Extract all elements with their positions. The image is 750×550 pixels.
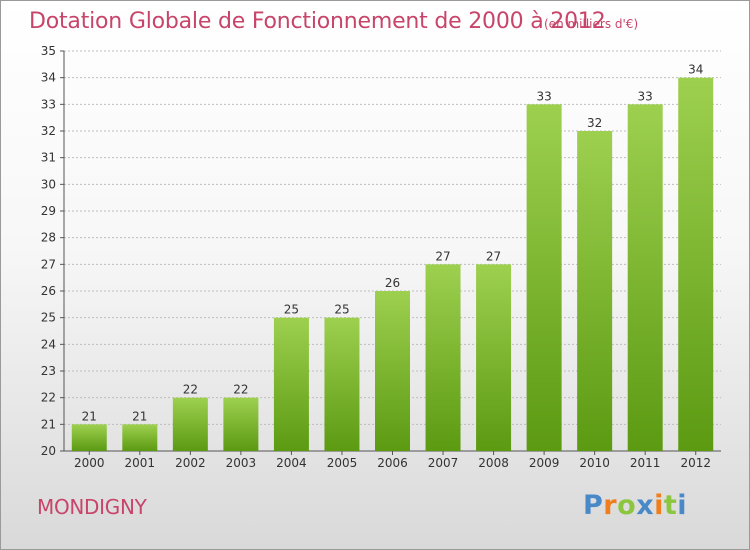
data-label: 34 bbox=[688, 63, 703, 77]
y-tick-label: 24 bbox=[41, 337, 56, 351]
bar bbox=[375, 291, 410, 451]
y-tick-label: 25 bbox=[41, 311, 56, 325]
bar bbox=[122, 424, 158, 451]
logo-letter: i bbox=[654, 490, 664, 521]
proxiti-logo: Proxiti bbox=[583, 490, 687, 521]
x-tick-label: 2007 bbox=[428, 456, 459, 470]
bars bbox=[71, 77, 714, 452]
bar bbox=[71, 424, 107, 451]
bar bbox=[172, 397, 208, 451]
data-label: 33 bbox=[638, 89, 653, 103]
bar bbox=[526, 104, 562, 451]
x-tick-label: 2011 bbox=[630, 456, 661, 470]
y-tick-label: 35 bbox=[41, 44, 56, 58]
chart-unit-note: (en milliers d'€) bbox=[544, 17, 639, 31]
data-label: 21 bbox=[82, 409, 97, 423]
logo-letter: x bbox=[636, 490, 655, 521]
x-tick-label: 2005 bbox=[327, 456, 358, 470]
logo-letter: r bbox=[603, 490, 618, 521]
data-label: 26 bbox=[385, 276, 400, 290]
bar bbox=[273, 317, 309, 451]
x-tick-label: 2009 bbox=[529, 456, 560, 470]
x-tick-label: 2004 bbox=[276, 456, 307, 470]
y-tick-label: 23 bbox=[41, 364, 56, 378]
x-tick-label: 2000 bbox=[74, 456, 105, 470]
y-tick-label: 32 bbox=[41, 124, 56, 138]
logo-letter: i bbox=[677, 490, 688, 521]
bar bbox=[678, 77, 714, 452]
commune-name: MONDIGNY bbox=[37, 495, 147, 519]
data-label: 22 bbox=[233, 383, 248, 397]
labels: 20 21 22 23 24 25 26 27 28 29 30 31 32 33 34 35 2000 21 20… bbox=[41, 44, 711, 470]
data-label: 25 bbox=[284, 303, 299, 317]
y-tick-label: 31 bbox=[41, 151, 56, 165]
y-tick-label: 29 bbox=[41, 204, 56, 218]
bar bbox=[577, 131, 613, 451]
bar bbox=[324, 317, 360, 451]
x-tick-label: 2006 bbox=[377, 456, 408, 470]
y-tick-label: 22 bbox=[41, 391, 56, 405]
data-label: 27 bbox=[486, 249, 501, 263]
bar bbox=[476, 264, 512, 451]
logo-letter: t bbox=[663, 490, 678, 521]
y-tick-label: 30 bbox=[41, 177, 56, 191]
y-tick-label: 34 bbox=[41, 71, 56, 85]
y-tick-label: 26 bbox=[41, 284, 56, 298]
data-label: 25 bbox=[334, 303, 349, 317]
y-tick-label: 28 bbox=[41, 231, 56, 245]
data-label: 27 bbox=[435, 249, 450, 263]
x-tick-label: 2003 bbox=[226, 456, 257, 470]
data-label: 32 bbox=[587, 116, 602, 130]
logo-letter: P bbox=[583, 490, 604, 521]
data-label: 33 bbox=[536, 89, 551, 103]
bar bbox=[627, 104, 663, 451]
y-tick-label: 20 bbox=[41, 444, 56, 458]
bar bbox=[223, 397, 259, 451]
y-tick-label: 27 bbox=[41, 257, 56, 271]
x-tick-label: 2008 bbox=[478, 456, 509, 470]
y-tick-label: 33 bbox=[41, 97, 56, 111]
x-tick-label: 2001 bbox=[125, 456, 156, 470]
y-tick-label: 21 bbox=[41, 417, 56, 431]
data-label: 22 bbox=[183, 383, 198, 397]
x-tick-label: 2002 bbox=[175, 456, 206, 470]
logo-letter: o bbox=[617, 490, 637, 521]
chart-title: Dotation Globale de Fonctionnement de 20… bbox=[29, 9, 606, 34]
data-label: 21 bbox=[132, 409, 147, 423]
x-tick-label: 2012 bbox=[680, 456, 711, 470]
x-tick-label: 2010 bbox=[579, 456, 610, 470]
bar bbox=[425, 264, 461, 451]
